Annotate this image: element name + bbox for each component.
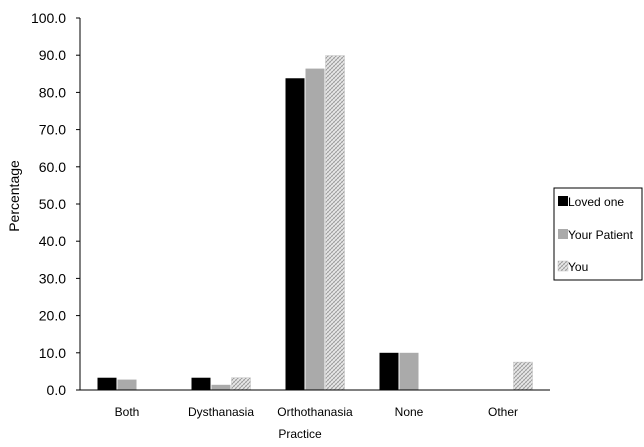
bars — [97, 55, 533, 391]
legend-swatch — [558, 196, 568, 206]
y-tick-label: 70.0 — [39, 122, 66, 138]
y-tick-label: 100.0 — [31, 10, 66, 26]
legend-swatch — [557, 260, 569, 272]
bar-you-dysthanasia — [231, 377, 251, 391]
x-tick-label: Orthothanasia — [277, 405, 353, 419]
legend-label: Your Patient — [568, 228, 634, 242]
x-axis: Both Dysthanasia Orthothanasia None Other — [80, 389, 550, 419]
x-tick-label: None — [395, 405, 424, 419]
y-tick-label: 80.0 — [39, 84, 66, 100]
x-tick-label: Both — [115, 405, 140, 419]
bar-loved-one-dysthanasia — [191, 377, 211, 390]
legend-label: Loved one — [568, 195, 624, 209]
x-tick-label: Dysthanasia — [188, 405, 254, 419]
y-tick-label: 20.0 — [39, 308, 66, 324]
legend-label: You — [568, 260, 588, 274]
y-axis: 0.0 10.0 20.0 30.0 40.0 50.0 60.0 70.0 80.0 90.0 1… — [31, 10, 81, 398]
y-tick-label: 40.0 — [39, 233, 66, 249]
bar-you-orthothanasia — [325, 55, 345, 391]
bar-your-patient-orthothanasia — [305, 68, 325, 390]
y-tick-label: 90.0 — [39, 47, 66, 63]
bar-loved-one-none — [379, 352, 399, 390]
bar-your-patient-dysthanasia — [211, 384, 231, 390]
bar-you-other — [513, 361, 533, 391]
y-tick-label: 10.0 — [39, 345, 66, 361]
y-axis-title: Percentage — [6, 160, 22, 232]
bar-loved-one-orthothanasia — [285, 78, 305, 390]
legend: Loved one Your Patient You — [553, 187, 643, 281]
bar-loved-one-both — [97, 377, 117, 390]
legend-box — [553, 187, 643, 281]
y-tick-label: 50.0 — [39, 196, 66, 212]
y-tick-label: 60.0 — [39, 159, 66, 175]
y-tick-label: 30.0 — [39, 270, 66, 286]
y-tick-label: 0.0 — [47, 382, 67, 398]
bar-your-patient-none — [399, 352, 419, 390]
bar-your-patient-both — [117, 379, 137, 390]
x-tick-label: Other — [488, 405, 518, 419]
legend-swatch — [558, 229, 568, 239]
x-axis-title: Practice — [278, 427, 322, 441]
